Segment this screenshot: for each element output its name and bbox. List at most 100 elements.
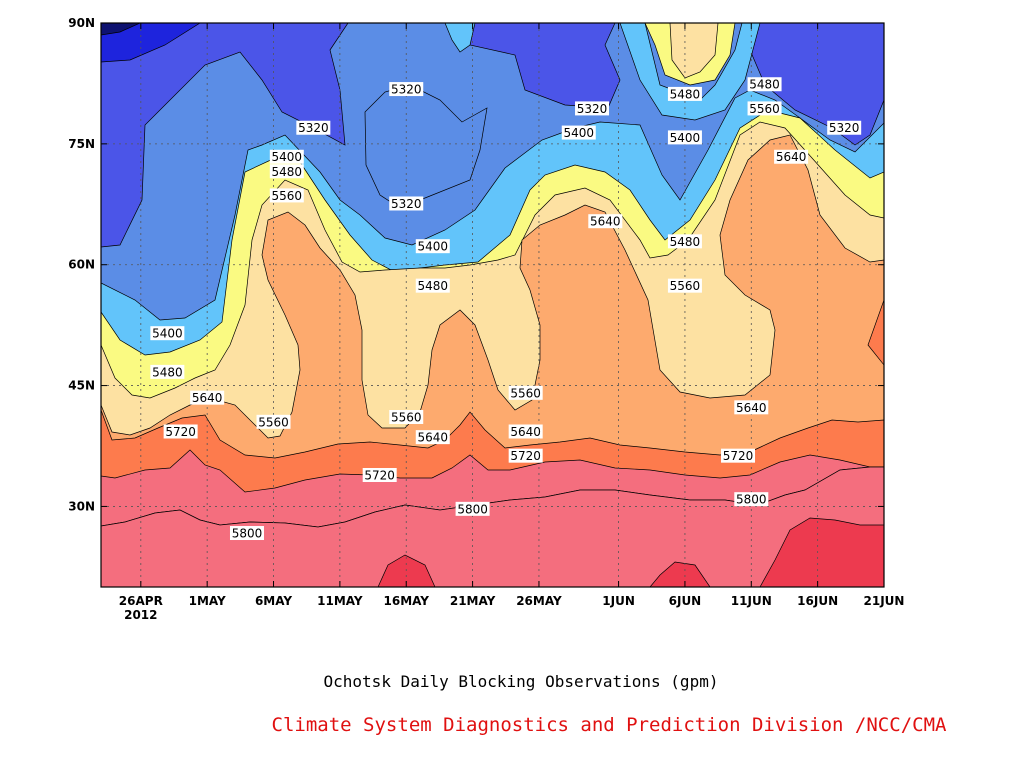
contour-label-text: 5320 [298,121,329,135]
contour-label: 5720 [362,468,397,483]
contour-label-bg [508,385,543,400]
contour-label-text: 5480 [152,365,183,379]
contour-label-bg [269,164,304,179]
contour-label-text: 5640 [418,431,449,445]
contour-label-text: 5800 [736,493,767,507]
band-dark-blue [101,23,201,63]
contour-label-bg [774,149,809,164]
contour-label-bg [163,424,198,439]
y-tick-label: 90N [68,16,95,30]
contour-label-text: 5720 [165,425,196,439]
contour-label: 5560 [508,385,543,400]
contour-label: 5640 [774,149,809,164]
contour-label-text: 5320 [829,121,860,135]
x-tick-label: 11JUN [731,594,772,608]
contour-label-text: 5560 [391,410,422,424]
contour-label-text: 5560 [670,279,701,293]
contour-bands [101,23,884,587]
y-tick-label: 60N [68,258,95,272]
x-tick-label: 21JUN [864,594,905,608]
contour-label: 5400 [667,130,702,145]
contour-label-bg [389,82,424,97]
contour-label: 5720 [163,424,198,439]
contour-label-bg [415,239,450,254]
x-tick-label: 26MAY [516,594,562,608]
contour-label-bg [269,188,304,203]
contour-label-bg [747,77,782,92]
contour-labels: 5320 5320 5320 5320 5320 5400 5400 5400 5400 5400… [150,77,862,541]
contour-label-bg [150,364,185,379]
contour-label: 5480 [269,164,304,179]
contour-label: 5720 [721,448,756,463]
x-tick-label: 1MAY [189,594,226,608]
contour-label-bg [455,501,490,516]
axes: 26APR 1MAY 6MAY 11MAY 16MAY 21MAY 26MAY 1JUN 6JU… [68,16,904,622]
contour-label: 5640 [190,390,225,405]
contour-label-text: 5480 [670,87,701,101]
contour-label: 5640 [734,400,769,415]
contour-label-bg [508,448,543,463]
contour-label: 5640 [415,430,450,445]
contour-label-text: 5560 [272,189,303,203]
contour-label: 5480 [747,77,782,92]
contour-label: 5320 [296,120,331,135]
contour-label: 5400 [150,326,185,341]
x-tick-label: 21MAY [450,594,496,608]
contour-label-text: 5480 [670,235,701,249]
contour-label-bg [415,278,450,293]
contour-label-bg [747,101,782,116]
contour-label: 5320 [827,120,862,135]
contour-label-text: 5560 [510,386,541,400]
contour-label-bg [667,130,702,145]
contour-label-text: 5720 [723,449,754,463]
contour-label-text: 5400 [670,131,701,145]
contour-label-bg [575,101,610,116]
plot-frame [100,22,885,588]
x-tick-label: 16MAY [384,594,430,608]
contour-label-bg [296,120,331,135]
contour-label-text: 5720 [364,469,395,483]
band-darkest-blue [101,23,141,36]
contour-label: 5400 [415,239,450,254]
contour-label-text: 5720 [510,449,541,463]
contour-label: 5640 [588,214,623,229]
contour-label-bg [362,468,397,483]
contour-label-bg [229,526,264,541]
contour-label-text: 5480 [272,165,303,179]
contour-label-text: 5800 [457,502,488,516]
contour-label-text: 5640 [192,391,223,405]
x-tick-label: 16JUN [797,594,838,608]
contour-label-bg [734,492,769,507]
contour-label: 5400 [269,149,304,164]
contour-label-text: 5400 [152,327,183,341]
x-tick-label: 6MAY [255,594,292,608]
chart-title: Ochotsk Daily Blocking Observations (gpm… [323,672,719,691]
contour-label-text: 5480 [749,78,780,92]
contour-label: 5560 [256,414,291,429]
contour-label-text: 5320 [577,102,608,116]
contour-label-bg [389,409,424,424]
contour-label: 5560 [667,278,702,293]
contour-label: 5560 [747,101,782,116]
contour-label: 5480 [667,86,702,101]
band-5800-5880-lower [101,466,884,587]
contour-label-text: 5480 [418,279,449,293]
credit-line: Climate System Diagnostics and Predictio… [271,714,947,736]
contour-label: 5480 [415,278,450,293]
contour-label: 5480 [150,364,185,379]
contour-label-bg [588,214,623,229]
contour-label-text: 5320 [391,83,422,97]
y-tick-label: 30N [68,499,95,513]
contour-label: 5800 [455,501,490,516]
contour-label: 5800 [229,526,264,541]
contour-label: 5720 [508,448,543,463]
contour-label: 5800 [734,492,769,507]
contour-label-text: 5400 [272,150,303,164]
contour-label-bg [734,400,769,415]
contour-label-bg [667,234,702,249]
contour-label-text: 5320 [391,197,422,211]
contour-label-bg [190,390,225,405]
contour-label-bg [389,196,424,211]
contour-label-text: 5640 [510,425,541,439]
contour-label-bg [721,448,756,463]
